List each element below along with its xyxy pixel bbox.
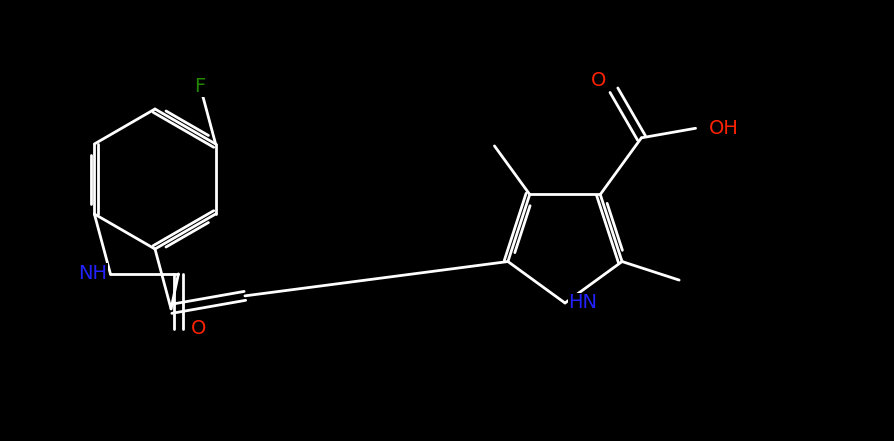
Text: NH: NH <box>78 265 106 284</box>
Text: F: F <box>194 77 206 96</box>
Text: HN: HN <box>568 294 597 313</box>
Text: OH: OH <box>708 119 738 138</box>
Text: O: O <box>190 319 206 338</box>
Text: O: O <box>591 71 606 90</box>
